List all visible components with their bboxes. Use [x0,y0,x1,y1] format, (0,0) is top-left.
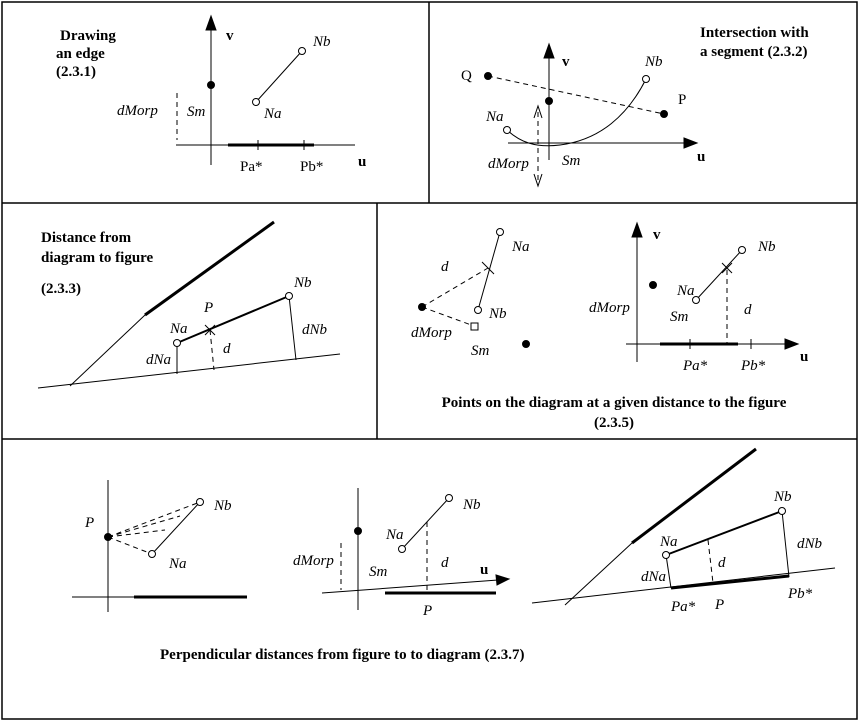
distance-dna: dNa [146,352,171,368]
intersection-u: u [697,149,705,165]
points-right-v: v [653,227,661,243]
drawing-edge-pb: Pb* [300,159,323,175]
perp-mid-na: Na [385,527,404,543]
perp-right-pb: Pb* [787,586,813,602]
drawing-edge-u: u [358,154,366,170]
drawing-edge-v: v [226,28,234,44]
perp-mid-sm: Sm [369,564,388,580]
drawing-edge-pa: Pa* [240,159,263,175]
perp-left-p: P [84,515,94,531]
perp-left-nb: Nb [213,498,232,514]
perp-right-p: P [714,597,724,613]
perp-right-na: Na [659,534,678,550]
points-left-dmorp: dMorp [411,325,452,341]
perp-mid-d: d [441,555,449,571]
distance-title-2: diagram to figure [41,250,154,266]
points-right-pa: Pa* [682,358,708,374]
perp-mid-u: u [480,562,488,578]
panel-intersection: Intersection with a segment (2.3.2) Q v … [461,25,809,188]
perp-right-dna: dNa [641,569,666,585]
intersection-title-1: Intersection with [700,25,809,41]
distance-title-3: (2.3.3) [41,281,81,297]
distance-nb: Nb [293,275,312,291]
intersection-p: P [678,92,686,108]
distance-title-1: Distance from [41,230,132,246]
drawing-edge-title-1: Drawing [60,28,116,44]
intersection-na: Na [485,109,504,125]
perp-left-na: Na [168,556,187,572]
points-right-nb: Nb [757,239,776,255]
drawing-edge-sm: Sm [187,104,206,120]
points-left-d: d [441,259,449,275]
points-right-u: u [800,349,808,365]
panel-drawing-edge: Drawing an edge (2.3.1) v u Nb Na Sm dMo… [56,14,366,175]
panel-distance: Distance from diagram to figure (2.3.3) … [37,220,341,389]
perp-right-pa: Pa* [670,599,696,615]
perp-mid-p: P [422,603,432,619]
perp-mid-dmorp: dMorp [293,553,334,569]
points-caption-2: (2.3.5) [594,415,634,431]
points-left-na: Na [511,239,530,255]
points-right-pb: Pb* [740,358,766,374]
points-caption-1: Points on the diagram at a given distanc… [442,395,787,411]
points-right-dmorp: dMorp [589,300,630,316]
intersection-title-2: a segment (2.3.2) [700,44,807,60]
points-left-sm: Sm [471,343,490,359]
intersection-dmorp: dMorp [488,156,529,172]
points-right-na: Na [676,283,695,299]
panel-perpendicular: P Nb Na Nb Na dMorp Sm d u P Nb Na dNb [72,447,836,663]
points-right-d: d [744,302,752,318]
distance-d: d [223,341,231,357]
points-right-sm: Sm [670,309,689,325]
drawing-edge-na: Na [263,106,282,122]
intersection-nb: Nb [644,54,663,70]
drawing-edge-nb: Nb [312,34,331,50]
intersection-v: v [562,54,570,70]
perp-mid-nb: Nb [462,497,481,513]
perp-right-d: d [718,555,726,571]
panel-points: Na d Nb dMorp Sm v Nb Na dMorp Sm d u Pa… [411,221,808,431]
intersection-q: Q [461,68,472,84]
distance-p: P [203,300,213,316]
drawing-edge-title-3: (2.3.1) [56,64,96,80]
drawing-edge-dmorp: dMorp [117,103,158,119]
perp-caption: Perpendicular distances from figure to t… [160,647,525,663]
intersection-sm: Sm [562,153,581,169]
drawing-edge-title-2: an edge [56,46,105,62]
distance-dnb: dNb [302,322,328,338]
points-left-nb: Nb [488,306,507,322]
perp-right-dnb: dNb [797,536,823,552]
distance-na: Na [169,321,188,337]
perp-right-nb: Nb [773,489,792,505]
